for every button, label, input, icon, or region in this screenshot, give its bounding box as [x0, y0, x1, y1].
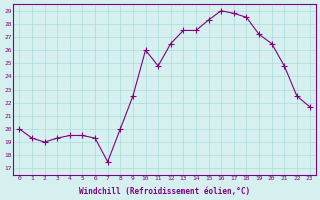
X-axis label: Windchill (Refroidissement éolien,°C): Windchill (Refroidissement éolien,°C) [79, 187, 250, 196]
